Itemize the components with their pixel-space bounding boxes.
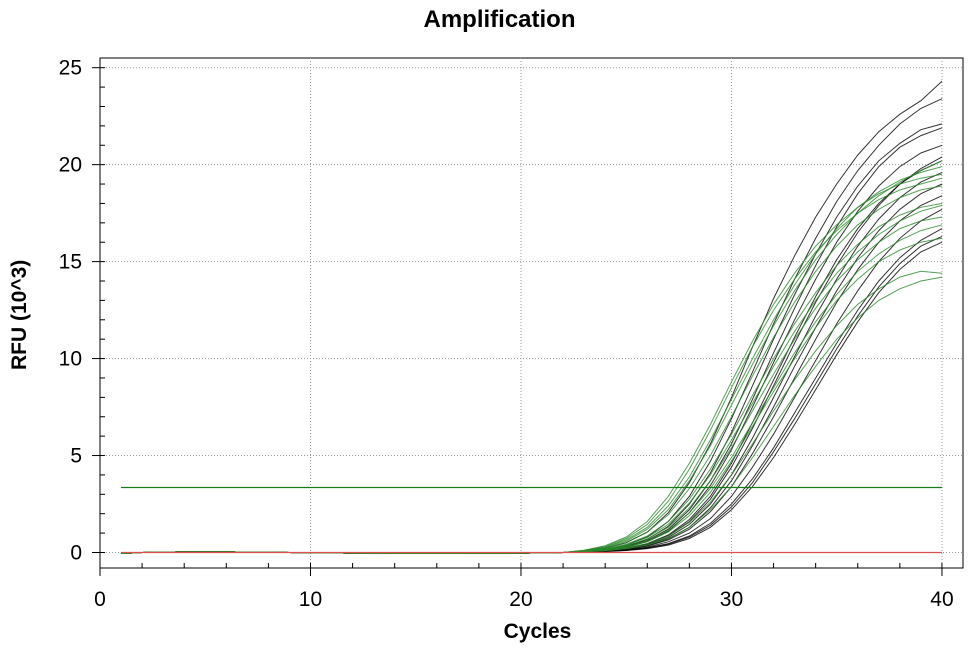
x-tick-label: 10 bbox=[299, 588, 322, 611]
y-tick-label: 15 bbox=[59, 251, 82, 274]
x-axis-label: Cycles bbox=[503, 620, 572, 643]
y-tick-label: 0 bbox=[70, 541, 82, 564]
x-tick-label: 40 bbox=[930, 588, 953, 611]
y-tick-label: 20 bbox=[59, 154, 82, 177]
x-tick-label: 30 bbox=[720, 588, 743, 611]
y-tick-label: 25 bbox=[59, 57, 82, 80]
y-tick-label: 10 bbox=[59, 348, 82, 371]
plot-frame bbox=[99, 57, 964, 569]
y-tick-label: 5 bbox=[70, 445, 82, 468]
x-tick-label: 20 bbox=[509, 588, 532, 611]
x-tick-label: 0 bbox=[94, 588, 106, 611]
chart-title: Amplification bbox=[423, 6, 576, 33]
